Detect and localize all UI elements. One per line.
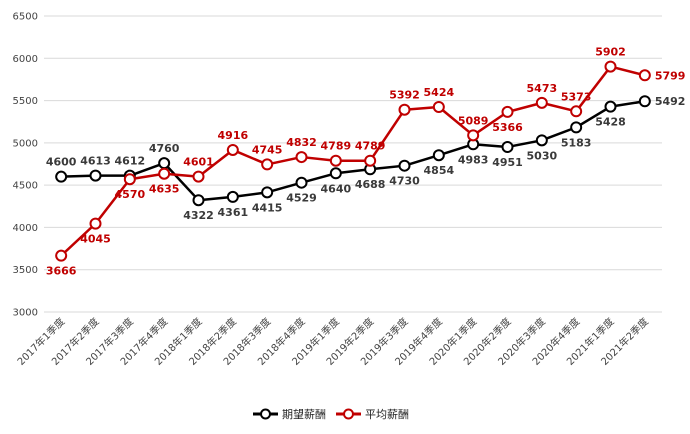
data-label-expected: 4612 — [115, 155, 146, 168]
data-point-expected — [295, 176, 308, 189]
legend-marker-expected — [260, 408, 271, 420]
data-point-average — [158, 167, 171, 180]
data-label-average: 5424 — [424, 86, 455, 99]
y-tick-label: 5000 — [13, 138, 38, 149]
data-point-average — [261, 158, 274, 171]
data-label-average: 5366 — [492, 121, 523, 134]
data-point-average — [123, 173, 136, 186]
data-label-expected: 4415 — [252, 201, 283, 214]
data-label-average: 5799 — [655, 69, 686, 82]
data-label-expected: 5492 — [655, 95, 686, 108]
y-tick-label: 3000 — [13, 308, 38, 319]
data-label-average: 5392 — [389, 89, 420, 102]
data-point-average — [192, 170, 205, 183]
data-point-average — [570, 105, 583, 118]
data-label-average: 3666 — [46, 265, 77, 278]
y-tick-label: 6500 — [13, 12, 38, 23]
data-label-average: 5473 — [527, 82, 558, 95]
data-label-average: 4045 — [80, 233, 111, 246]
legend-label-average: 平均薪酬 — [365, 408, 409, 421]
y-tick-label: 5500 — [13, 96, 38, 107]
data-label-expected: 4613 — [80, 155, 111, 168]
y-axis: 3000 3500 4000 4500 5000 5500 6000 6500 — [13, 12, 38, 319]
data-point-average — [467, 129, 480, 142]
data-label-average: 4789 — [355, 140, 386, 153]
data-point-average — [295, 151, 308, 164]
data-point-expected — [261, 186, 274, 199]
data-label-expected: 5183 — [561, 136, 592, 149]
data-point-expected — [158, 157, 171, 170]
data-point-expected — [570, 121, 583, 134]
data-point-average — [55, 249, 68, 262]
data-point-average — [364, 154, 377, 167]
data-label-expected: 4640 — [321, 182, 352, 195]
legend-marker-average — [343, 408, 354, 420]
data-label-expected: 4854 — [424, 164, 455, 177]
data-label-average: 4570 — [115, 188, 146, 201]
data-label-average: 4832 — [286, 136, 317, 149]
data-point-average — [398, 103, 411, 116]
data-point-expected — [226, 190, 239, 203]
data-label-average: 5902 — [595, 46, 626, 59]
data-point-expected — [432, 149, 445, 162]
data-label-average: 4635 — [149, 183, 180, 196]
data-label-expected: 4730 — [389, 175, 420, 188]
y-tick-label: 6000 — [13, 54, 38, 65]
y-tick-label: 4000 — [13, 223, 38, 234]
data-point-expected — [604, 100, 617, 113]
data-label-expected: 5428 — [595, 116, 626, 129]
data-point-average — [329, 154, 342, 167]
series-line-expected — [61, 100, 646, 202]
data-label-expected: 5030 — [527, 149, 558, 162]
data-label-expected: 4688 — [355, 178, 386, 191]
data-label-average: 4916 — [218, 129, 249, 142]
data-point-average — [638, 69, 651, 82]
data-point-average — [501, 105, 514, 118]
data-label-expected: 4951 — [492, 156, 523, 169]
y-tick-label: 4500 — [13, 181, 38, 192]
data-point-average — [604, 60, 617, 73]
data-point-average — [226, 143, 239, 156]
data-point-expected — [638, 95, 651, 108]
data-label-expected: 4760 — [149, 142, 180, 155]
data-label-expected: 4983 — [458, 153, 489, 166]
data-point-average — [535, 96, 548, 109]
data-label-expected: 4600 — [46, 156, 77, 169]
data-point-expected — [329, 167, 342, 180]
data-point-expected — [535, 134, 548, 147]
data-point-expected — [89, 169, 102, 182]
data-point-expected — [501, 141, 514, 154]
data-label-expected: 4322 — [183, 209, 214, 222]
y-tick-label: 3500 — [13, 265, 38, 276]
data-point-average — [89, 217, 102, 230]
x-axis: 2017年1季度2017年2季度2017年3季度2017年4季度2018年1季度… — [14, 315, 651, 368]
data-label-expected: 4529 — [286, 192, 317, 205]
legend: 期望薪酬 平均薪酬 — [253, 408, 409, 421]
data-point-expected — [55, 170, 68, 183]
data-point-expected — [398, 159, 411, 172]
data-label-average: 5089 — [458, 114, 489, 127]
data-label-average: 4745 — [252, 143, 283, 156]
data-point-expected — [192, 194, 205, 207]
series-layer — [55, 60, 651, 262]
data-label-average: 5373 — [561, 90, 592, 103]
data-label-expected: 4361 — [218, 206, 249, 219]
data-label-average: 4789 — [321, 140, 352, 153]
legend-label-expected: 期望薪酬 — [282, 408, 326, 421]
data-label-average: 4601 — [183, 156, 214, 169]
gridlines — [44, 15, 662, 313]
data-point-average — [432, 100, 445, 113]
